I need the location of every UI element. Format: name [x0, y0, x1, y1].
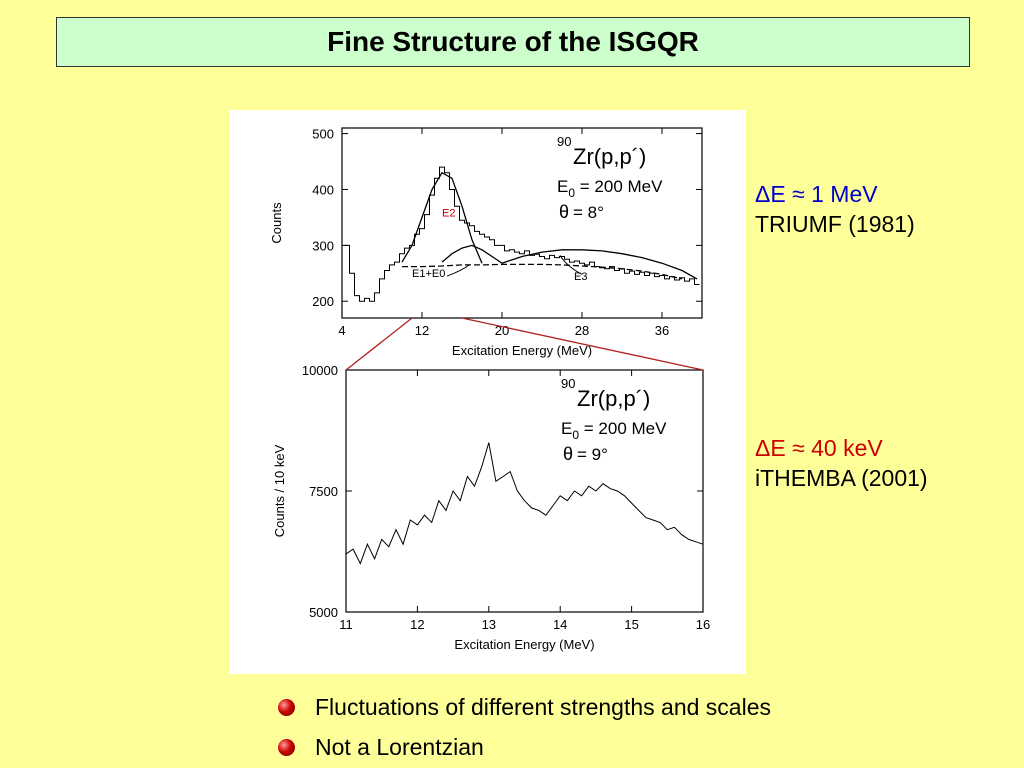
bullet-dot-icon — [278, 698, 295, 716]
lab-triumf: TRIUMF (1981) — [755, 211, 915, 237]
bottom-annotation-energy: E0 = 200 MeV — [561, 419, 667, 442]
bottom-x-axis-label: Excitation Energy (MeV) — [454, 637, 594, 652]
bullet-text: Fluctuations of different strengths and … — [315, 693, 772, 720]
bottom-x-tick-label: 16 — [696, 617, 710, 632]
bottom-series-data — [345, 442, 704, 565]
bottom-x-tick-label: 12 — [410, 617, 424, 632]
top-y-tick-label: 400 — [312, 182, 334, 197]
bottom-y-axis-label: Counts / 10 keV — [272, 444, 287, 537]
bottom-annotation-angle-symbol: θ — [563, 444, 573, 464]
top-series-e3 — [501, 249, 698, 280]
bottom-x-tick-label: 13 — [482, 617, 496, 632]
label-e1e0: E1+E0 — [412, 268, 445, 280]
bullet-item: Fluctuations of different strengths and … — [278, 687, 771, 727]
info-bottom: ΔE ≈ 40 keV iTHEMBA (2001) — [755, 433, 928, 493]
top-x-tick-label: 12 — [415, 323, 429, 338]
bullet-text: Not a Lorentzian — [315, 733, 484, 760]
pointer-e3 — [559, 255, 583, 275]
bottom-x-tick-label: 15 — [624, 617, 638, 632]
top-series-e1-e0 — [402, 263, 683, 280]
top-x-tick-label: 36 — [655, 323, 669, 338]
top-y-tick-label: 200 — [312, 294, 334, 309]
top-annotation-angle: = 8° — [573, 203, 604, 222]
top-y-tick-label: 500 — [312, 127, 334, 142]
bottom-annotation-nucleus: 90 — [561, 376, 575, 391]
top-annotation-angle-symbol: θ — [559, 202, 569, 222]
top-x-tick-label: 4 — [338, 323, 345, 338]
top-series-e2 — [401, 171, 483, 264]
top-y-axis-label: Counts — [269, 202, 284, 244]
bottom-chart: 11 12 13 14 15 16 5000 7500 10000 Excitation Ener… — [272, 363, 710, 652]
figure-panel: 4 12 20 28 36 200 300 400 500 Excitation Energy (… — [229, 110, 746, 674]
zoom-line-right — [461, 317, 704, 371]
top-annotation-reaction: Zr(p,p´) — [573, 144, 646, 169]
bottom-y-tick-label: 5000 — [309, 605, 338, 620]
pointer-e1e0 — [446, 263, 471, 277]
title-box: Fine Structure of the ISGQR — [56, 17, 970, 67]
bottom-annotation-angle: = 9° — [577, 445, 608, 464]
top-x-axis-label: Excitation Energy (MeV) — [452, 343, 592, 358]
bottom-annotation-reaction: Zr(p,p´) — [577, 386, 650, 411]
bullet-dot-icon — [278, 738, 295, 756]
top-annotation-energy: E0 = 200 MeV — [557, 177, 663, 200]
resolution-triumf: ΔE ≈ 1 MeV — [755, 181, 878, 207]
bottom-y-tick-label: 7500 — [309, 484, 338, 499]
top-y-tick-label: 300 — [312, 238, 334, 253]
label-e2: E2 — [442, 207, 455, 219]
label-e3: E3 — [574, 271, 587, 283]
resolution-ithemba: ΔE ≈ 40 keV — [755, 435, 883, 461]
zoom-line-left — [345, 317, 413, 371]
bullet-list: Fluctuations of different strengths and … — [278, 687, 771, 767]
top-series-data — [344, 166, 700, 302]
bottom-y-tick-label: 10000 — [302, 363, 338, 378]
info-top: ΔE ≈ 1 MeV TRIUMF (1981) — [755, 179, 915, 239]
bottom-x-tick-label: 11 — [339, 617, 353, 632]
bottom-x-tick-label: 14 — [553, 617, 567, 632]
top-annotation-nucleus: 90 — [557, 134, 571, 149]
bullet-item: Not a Lorentzian — [278, 727, 771, 767]
top-plot-frame — [341, 127, 703, 319]
top-series-component — [441, 244, 503, 264]
slide-title: Fine Structure of the ISGQR — [327, 26, 699, 57]
lab-ithemba: iTHEMBA (2001) — [755, 465, 928, 491]
top-x-tick-label: 28 — [575, 323, 589, 338]
